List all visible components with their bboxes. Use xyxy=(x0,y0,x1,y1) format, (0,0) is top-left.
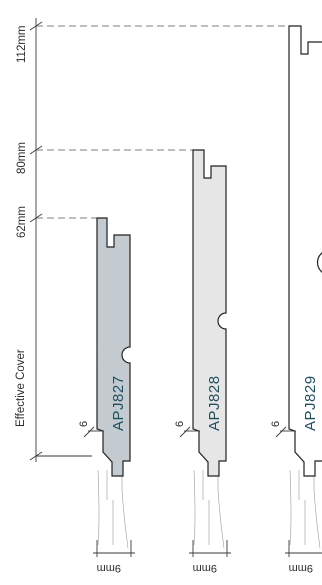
thickness-label-apj828: 9mm xyxy=(193,562,217,574)
gap-label-apj828: 6 xyxy=(174,421,186,427)
ghost-board-lines xyxy=(289,469,321,549)
code-apj828: APJ828 xyxy=(206,375,223,431)
profile-apj829: APJ829 6 9mm xyxy=(270,25,322,574)
gap-tick-apj828 xyxy=(179,426,191,438)
label-effective-cover: Effective Cover xyxy=(15,349,27,427)
gap-label-apj829: 6 xyxy=(270,421,282,427)
thickness-label-apj827: 9mm xyxy=(97,562,121,574)
ghost-board-lines xyxy=(193,469,225,549)
label-112mm: 112mm xyxy=(16,26,28,64)
thickness-label-apj829: 9mm xyxy=(289,562,313,574)
gap-tick-apj829 xyxy=(275,426,287,438)
board-apj827 xyxy=(96,217,131,477)
code-apj827: APJ827 xyxy=(110,375,127,431)
ghost-board-lines xyxy=(97,469,129,549)
label-62mm: 62mm xyxy=(16,206,28,238)
profile-apj827: APJ827 6 9mm xyxy=(78,217,135,574)
label-80mm: 80mm xyxy=(16,142,28,174)
board-apj828 xyxy=(192,149,227,477)
profile-apj828: APJ828 6 9mm xyxy=(174,149,231,574)
board-apj829 xyxy=(288,25,322,477)
code-apj829: APJ829 xyxy=(302,375,319,431)
gap-tick-apj827 xyxy=(83,426,95,438)
gap-label-apj827: 6 xyxy=(78,421,90,427)
